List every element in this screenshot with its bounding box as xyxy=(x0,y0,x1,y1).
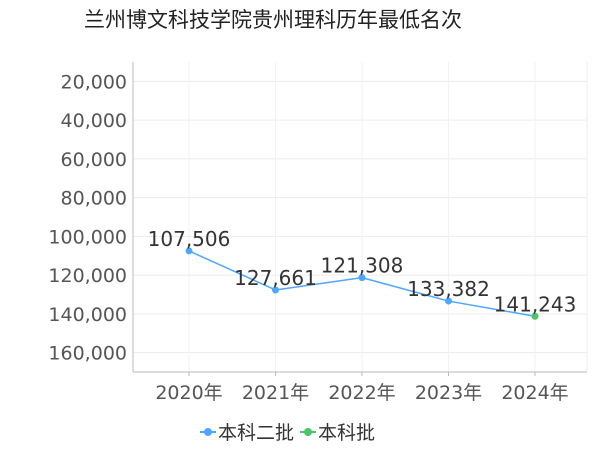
legend: 本科二批 本科批 xyxy=(200,418,375,445)
y-tick-label: 60,000 xyxy=(61,149,127,171)
y-tick-label: 100,000 xyxy=(48,226,127,248)
data-point xyxy=(185,247,193,255)
y-tick-label: 160,000 xyxy=(48,343,127,365)
data-point xyxy=(531,312,539,320)
data-point xyxy=(272,286,279,294)
legend-marker-icon xyxy=(300,426,317,438)
x-tick-label: 2021年 xyxy=(242,382,309,404)
grid-lines xyxy=(133,62,588,372)
y-tick-label: 120,000 xyxy=(48,265,127,287)
legend-label: 本科二批 xyxy=(218,422,295,444)
legend-label: 本科批 xyxy=(318,422,376,444)
legend-item-0[interactable]: 本科二批 xyxy=(200,418,294,445)
x-tick-label: 2022年 xyxy=(328,382,395,404)
x-tick-labels: 2020年 2021年 2022年 2023年 2024年 xyxy=(155,382,568,404)
data-label: 107,506 xyxy=(148,227,231,251)
y-tick-label: 20,000 xyxy=(61,71,127,93)
x-tick-label: 2020年 xyxy=(155,382,222,404)
data-point xyxy=(358,274,366,282)
axes xyxy=(132,62,587,376)
data-label: 133,382 xyxy=(407,277,490,301)
series-points xyxy=(185,247,539,320)
data-point xyxy=(445,297,452,305)
data-label: 121,308 xyxy=(321,254,404,278)
y-tick-label: 140,000 xyxy=(48,304,127,326)
data-label: 127,661 xyxy=(234,266,317,290)
chart-title: 兰州博文科技学院贵州理科历年最低名次 xyxy=(84,8,462,32)
legend-marker-icon xyxy=(200,426,216,438)
legend-item-1[interactable]: 本科批 xyxy=(300,418,375,445)
y-tick-label: 80,000 xyxy=(61,188,127,210)
data-label: 141,243 xyxy=(494,292,577,316)
y-tick-labels: 20,000 40,000 60,000 80,000 100,000 120,000 14… xyxy=(48,71,127,364)
y-tick-label: 40,000 xyxy=(61,110,127,132)
x-tick-label: 2024年 xyxy=(501,382,568,404)
x-tick-label: 2023年 xyxy=(415,382,482,404)
